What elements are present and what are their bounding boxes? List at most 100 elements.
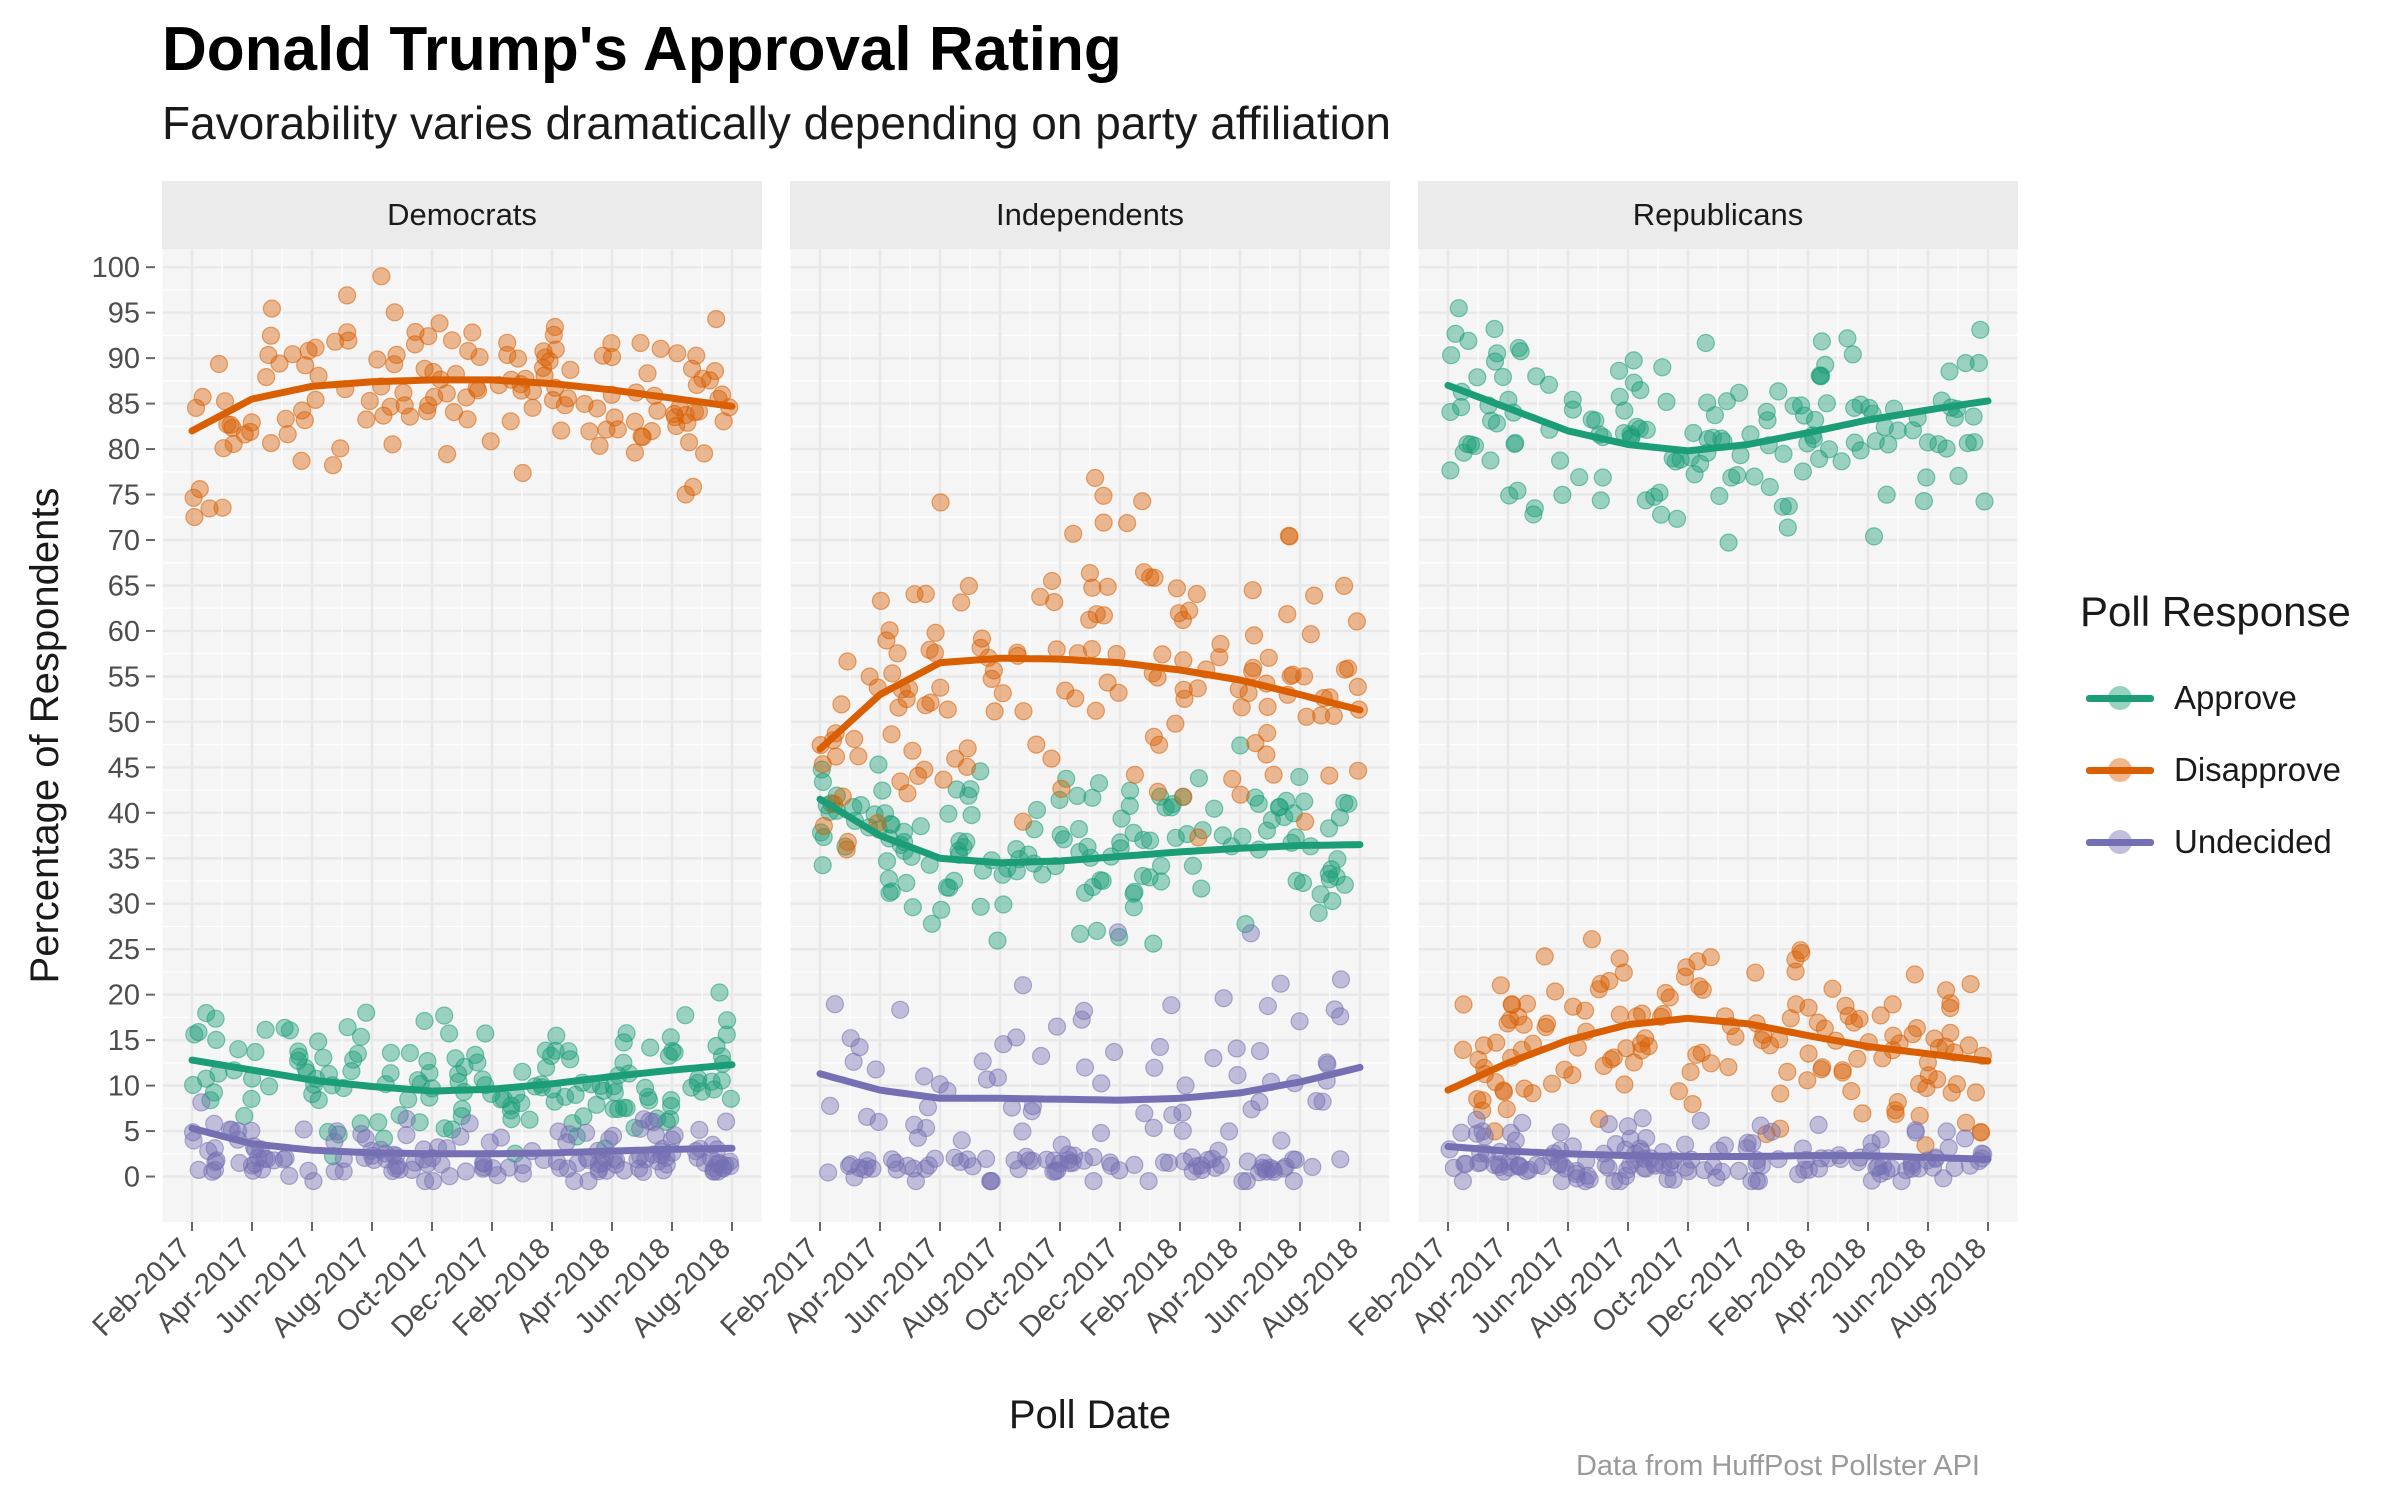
data-point	[1964, 407, 1983, 426]
data-point	[1609, 361, 1629, 380]
data-point	[926, 623, 945, 642]
data-point	[368, 350, 387, 369]
data-point	[476, 1024, 495, 1043]
data-point	[1615, 1075, 1634, 1094]
data-point	[568, 1153, 587, 1173]
data-point	[1636, 1029, 1655, 1048]
data-point	[1971, 320, 1990, 339]
data-point	[938, 700, 957, 719]
data-point	[889, 698, 908, 717]
data-point	[1509, 338, 1528, 358]
data-point	[1259, 648, 1278, 667]
data-point	[869, 1112, 888, 1132]
data-point	[1833, 1061, 1852, 1080]
y-tick-label: 90	[108, 343, 140, 375]
data-point	[869, 755, 888, 774]
data-point	[1563, 400, 1583, 419]
data-point	[1441, 402, 1460, 422]
y-tick-label: 85	[108, 389, 140, 421]
data-point	[260, 1077, 279, 1096]
data-point	[440, 1024, 459, 1043]
data-point	[676, 1006, 695, 1025]
data-point	[1959, 1036, 1979, 1055]
data-point	[1624, 373, 1644, 392]
chart-title: Donald Trump's Approval Rating	[162, 15, 1122, 84]
y-tick-label: 10	[108, 1071, 140, 1103]
data-point	[1313, 1092, 1332, 1111]
points-disapprove	[1453, 930, 1993, 1155]
data-point	[1258, 996, 1278, 1016]
data-point	[1145, 568, 1164, 587]
data-point	[326, 332, 345, 351]
data-point	[1793, 462, 1813, 481]
data-point	[1056, 681, 1075, 700]
data-point	[1139, 1171, 1158, 1191]
facet-strip-label: Democrats	[387, 197, 537, 232]
data-point	[625, 443, 645, 462]
data-point	[866, 1060, 885, 1079]
data-point	[1295, 812, 1315, 831]
data-point	[1031, 1046, 1051, 1066]
data-point	[1675, 967, 1695, 986]
data-point	[185, 507, 204, 527]
data-point	[1323, 891, 1342, 911]
data-point	[1083, 578, 1102, 597]
y-tick-label: 70	[108, 525, 140, 557]
data-point	[1955, 1129, 1975, 1148]
data-point	[1771, 1084, 1790, 1103]
data-point	[1812, 332, 1832, 351]
data-point	[812, 760, 831, 779]
data-point	[602, 334, 621, 353]
data-point	[1805, 410, 1825, 430]
data-point	[1339, 794, 1358, 813]
data-point	[453, 1099, 472, 1119]
facet-strip	[790, 181, 1390, 249]
data-point	[190, 480, 209, 499]
data-point	[1524, 505, 1543, 524]
data-point	[550, 1158, 570, 1178]
legend-label-undecided: Undecided	[2174, 823, 2332, 860]
data-point	[1940, 362, 1959, 381]
data-point	[1469, 1154, 1488, 1173]
data-point	[193, 387, 212, 407]
data-point	[1666, 452, 1685, 471]
data-point	[1905, 965, 1924, 984]
data-point	[1140, 868, 1159, 887]
data-point	[1653, 358, 1672, 377]
data-point	[1153, 645, 1172, 664]
data-point	[1033, 865, 1052, 884]
data-point	[1617, 1039, 1636, 1058]
data-point	[1563, 390, 1582, 409]
data-point	[1256, 1159, 1275, 1179]
data-point	[1726, 1027, 1745, 1046]
chart-subtitle: Favorability varies dramatically dependi…	[162, 97, 1392, 149]
data-point	[1941, 994, 1960, 1013]
data-point	[1903, 1159, 1922, 1178]
data-point	[1051, 825, 1070, 844]
data-point	[1799, 1044, 1818, 1063]
data-point	[1778, 518, 1797, 537]
data-point	[1304, 586, 1324, 605]
data-point	[1227, 1039, 1246, 1058]
data-point	[1013, 812, 1033, 831]
data-point	[688, 1073, 707, 1093]
data-point	[338, 1018, 357, 1037]
data-point	[1781, 1009, 1800, 1028]
data-point	[1743, 1134, 1762, 1153]
data-point	[971, 897, 990, 916]
data-point	[609, 1099, 628, 1119]
data-point	[1080, 563, 1100, 583]
data-point	[879, 869, 899, 888]
data-point	[1563, 1065, 1582, 1085]
data-point	[424, 1171, 443, 1191]
data-point	[1961, 974, 1980, 994]
data-point	[1509, 1156, 1529, 1175]
data-point	[460, 1114, 479, 1133]
data-point	[400, 1043, 419, 1063]
data-point	[1133, 492, 1152, 511]
data-point	[1941, 1023, 1960, 1043]
data-point	[908, 1128, 928, 1147]
data-point	[1685, 465, 1704, 484]
data-point	[833, 787, 852, 806]
data-point	[1550, 451, 1570, 470]
